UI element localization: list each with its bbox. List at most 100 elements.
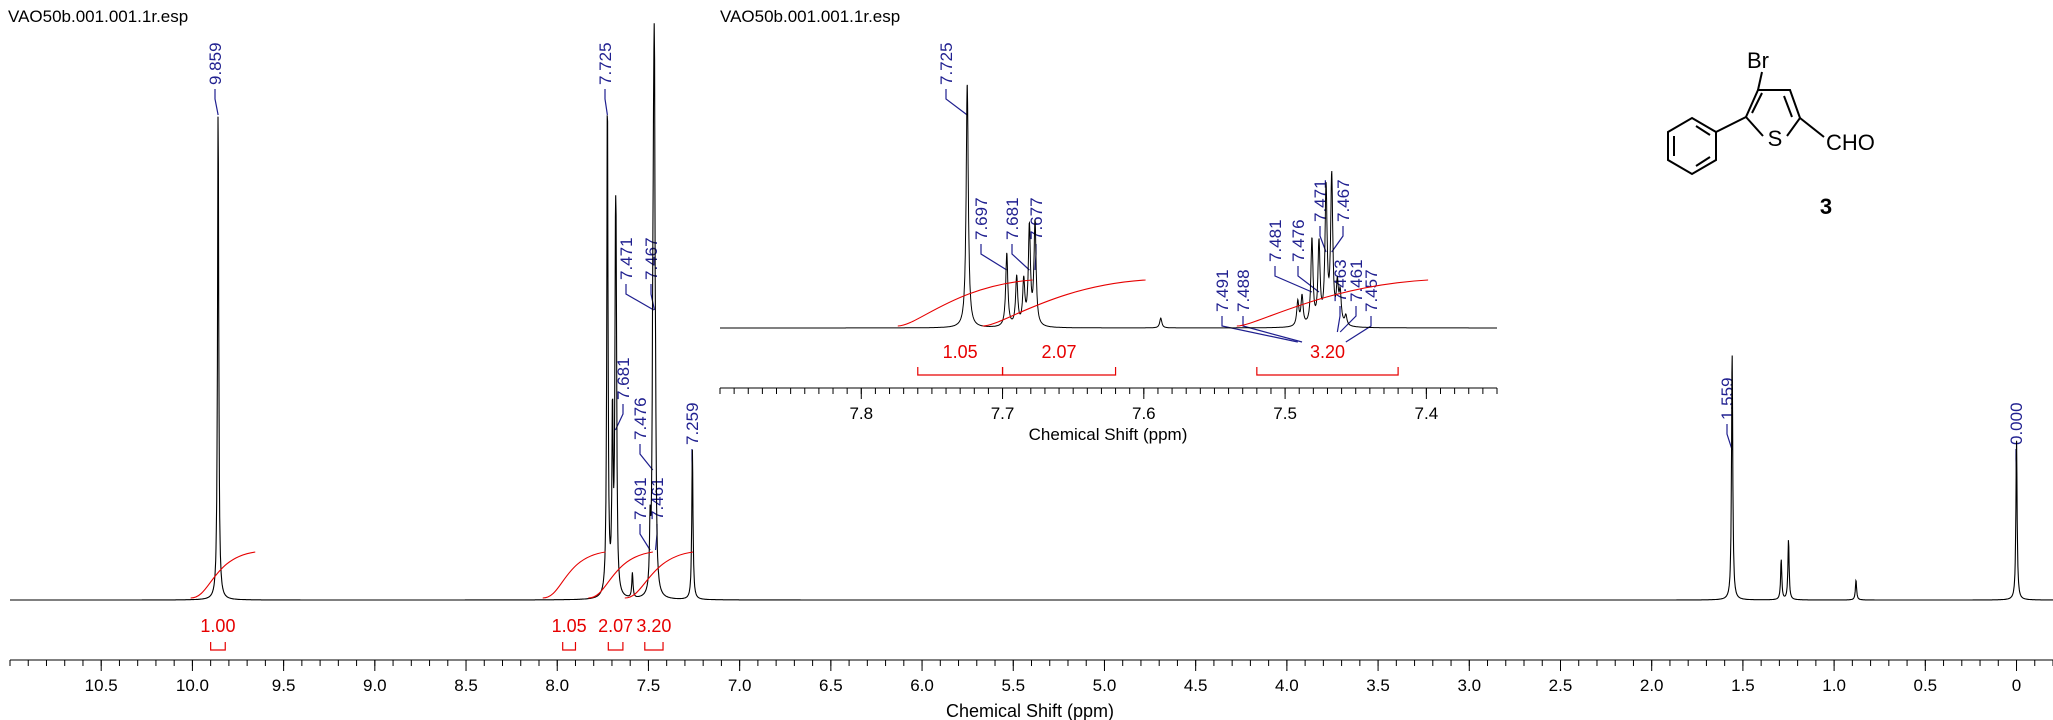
phenyl-double-bond <box>1695 156 1711 167</box>
peak-label: 7.461 <box>1347 259 1366 302</box>
main-spectrum-trace <box>10 23 2053 601</box>
bromine-label: Br <box>1747 48 1769 73</box>
peak-label: 7.491 <box>631 477 650 520</box>
tick-label: 9.0 <box>363 676 387 695</box>
main-x-axis: 10.5 10.0 9.5 9.0 8.5 8.0 7.5 7.0 6.5 6.0 5.5 5.0 4.… <box>9 659 2053 695</box>
peak-label: 7.681 <box>614 357 633 400</box>
sulfur-label: S <box>1768 126 1783 151</box>
peak-leader-line <box>604 89 608 116</box>
tick-label: 8.5 <box>454 676 478 695</box>
peak-label: 7.481 <box>1266 219 1285 262</box>
thiophene-double-bond <box>1751 92 1763 114</box>
tick-label: 0 <box>2012 676 2021 695</box>
integral-curve <box>982 279 1146 327</box>
peak-label: 7.725 <box>937 42 956 85</box>
inset-spectrum-trace <box>720 84 1497 329</box>
integral-bracket <box>644 642 664 651</box>
peak-label: 7.467 <box>642 237 661 280</box>
tick-label: 7.6 <box>1132 404 1156 423</box>
integral-curve <box>588 551 653 599</box>
inset-spectrum-title: VAO50b.001.001.1r.esp <box>720 7 900 26</box>
tick-label: 7.5 <box>1273 404 1297 423</box>
tick-label: 8.0 <box>545 676 569 695</box>
inset-x-axis-label: Chemical Shift (ppm) <box>1029 425 1188 444</box>
phenyl-thiophene-bond <box>1715 116 1747 133</box>
peak-leader-line <box>1274 266 1313 293</box>
integral-curve <box>190 551 256 599</box>
tick-label: 7.5 <box>637 676 661 695</box>
peak-label: 9.859 <box>206 42 225 85</box>
tick-label: 6.0 <box>910 676 934 695</box>
peak-leader-line <box>1242 316 1303 343</box>
peak-leader-line <box>1345 316 1372 343</box>
tick-label: 1.5 <box>1731 676 1755 695</box>
peak-label: 7.461 <box>648 477 667 520</box>
tick-label: 5.0 <box>1093 676 1117 695</box>
tick-label: 7.0 <box>728 676 752 695</box>
integral-value: 3.20 <box>636 616 671 636</box>
tick-label: 9.5 <box>272 676 296 695</box>
peak-label: 7.476 <box>631 397 650 440</box>
tick-label: 4.5 <box>1184 676 1208 695</box>
peak-label: 1.559 <box>1718 377 1737 420</box>
integral-bracket <box>607 642 624 651</box>
integral-curve <box>542 551 606 599</box>
peak-label: 7.725 <box>596 42 615 85</box>
inset-integrals: 1.05 2.07 3.20 <box>897 279 1429 376</box>
integral-curve <box>624 551 694 599</box>
main-x-axis-label: Chemical Shift (ppm) <box>946 701 1114 720</box>
main-spectrum-chart: VAO50b.001.001.1r.esp 9.859 7.7257.6817.4… <box>8 7 2053 720</box>
tick-label: 3.5 <box>1366 676 1390 695</box>
peak-label: 0.000 <box>2007 402 2026 445</box>
inset-x-axis: 7.8 7.7 7.6 7.5 7.4 <box>719 387 1498 423</box>
tick-label: 7.4 <box>1415 404 1439 423</box>
tick-label: 2.0 <box>1640 676 1664 695</box>
peak-leader-line <box>945 89 968 116</box>
tick-label: 7.7 <box>991 404 1015 423</box>
integral-bracket <box>562 642 577 651</box>
peak-label: 7.677 <box>1027 197 1046 240</box>
tick-label: 2.5 <box>1549 676 1573 695</box>
inset-spectrum-chart: VAO50b.001.001.1r.esp 7.725 7.697 7.681 7.6… <box>719 7 1498 444</box>
integral-value: 3.20 <box>1310 342 1345 362</box>
integral-bracket <box>1256 367 1399 376</box>
peak-label: 7.488 <box>1234 269 1253 312</box>
inset-peak-labels: 7.725 7.697 7.681 7.677 7.491 7.488 7.481 7.476… <box>937 42 1381 343</box>
main-integrals: 1.00 1.05 2.07 3.20 <box>190 551 694 651</box>
molecule-structure <box>1667 71 1825 176</box>
peak-label: 7.457 <box>1362 269 1381 312</box>
peak-leader-line <box>650 284 656 311</box>
tick-label: 5.5 <box>1001 676 1025 695</box>
peak-label: 7.476 <box>1289 219 1308 262</box>
tick-label: 7.8 <box>849 404 873 423</box>
peak-leader-line <box>614 404 624 431</box>
peak-label: 7.681 <box>1003 197 1022 240</box>
integral-value: 1.05 <box>552 616 587 636</box>
peak-label: 7.697 <box>972 197 991 240</box>
peak-leader-line <box>1726 424 1733 451</box>
integral-curve <box>1236 279 1429 327</box>
phenyl-double-bond <box>1695 125 1711 136</box>
peak-leader-line <box>1319 226 1327 253</box>
integral-value: 2.07 <box>1042 342 1077 362</box>
tick-label: 10.0 <box>176 676 209 695</box>
peak-label: 7.467 <box>1334 179 1353 222</box>
integral-value: 1.00 <box>200 616 235 636</box>
peak-label: 7.259 <box>683 402 702 445</box>
tick-label: 10.5 <box>85 676 118 695</box>
integral-bracket <box>210 642 226 651</box>
integral-curve <box>897 279 1033 327</box>
aldehyde-bond <box>1799 117 1825 138</box>
peak-label: 7.491 <box>1213 269 1232 312</box>
peak-leader-line <box>1297 266 1320 293</box>
main-spectrum-title: VAO50b.001.001.1r.esp <box>8 7 188 26</box>
tick-label: 3.0 <box>1457 676 1481 695</box>
peak-leader-line <box>1221 316 1298 343</box>
integral-bracket <box>917 367 1004 376</box>
compound-number: 3 <box>1820 194 1832 219</box>
peak-leader-line <box>639 524 651 551</box>
peak-leader-line <box>639 444 654 471</box>
aldehyde-label: CHO <box>1826 130 1875 155</box>
peak-leader-line <box>1331 226 1344 253</box>
integral-value: 1.05 <box>943 342 978 362</box>
